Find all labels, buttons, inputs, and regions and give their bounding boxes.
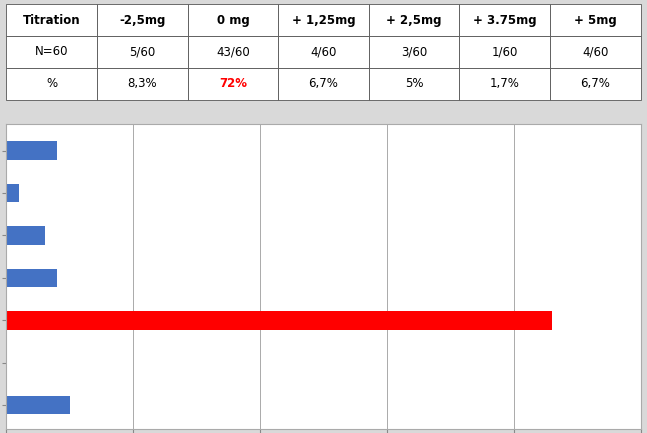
Bar (6, 184, 19, 203)
Bar (6, 311, 552, 330)
Bar (6, 142, 57, 160)
Bar (6, 226, 45, 245)
Bar (6, 268, 57, 287)
Bar (6, 396, 70, 414)
